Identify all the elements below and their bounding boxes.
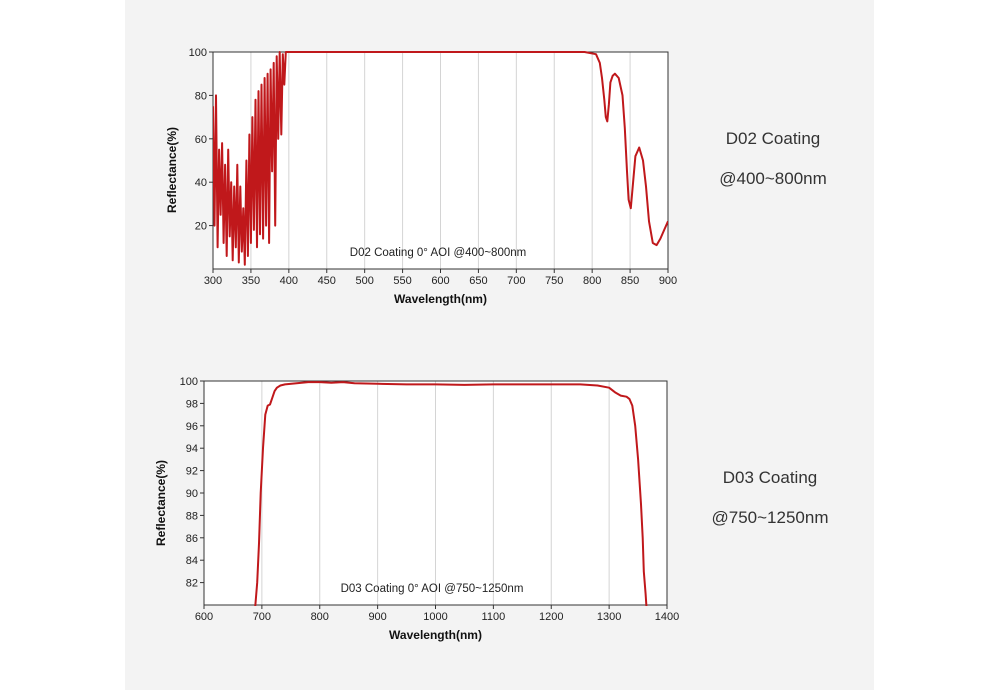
d03-y-tick-label: 96 xyxy=(186,421,198,433)
d02-y-tick-label: 60 xyxy=(195,134,207,146)
d03-y-tick-label: 90 xyxy=(186,488,198,500)
d02-x-tick-label: 400 xyxy=(280,275,298,287)
d03-x-tick-label: 1300 xyxy=(597,611,621,623)
d03-y-axis-title: Reflectance(%) xyxy=(154,460,168,546)
d03-x-axis-title: Wavelength(nm) xyxy=(389,628,482,642)
d03-x-tick-label: 600 xyxy=(195,611,213,623)
d02-y-tick-label: 80 xyxy=(195,90,207,102)
d03-y-tick-label: 82 xyxy=(186,578,198,590)
d03-x-tick-label: 1000 xyxy=(423,611,447,623)
d02-side-title: D02 Coating xyxy=(725,129,821,148)
d02-reflectance-line xyxy=(213,51,668,266)
d03-y-tick-label: 94 xyxy=(186,443,198,455)
d03-y-tick-label: 88 xyxy=(186,510,198,522)
d03-y-tick-label: 98 xyxy=(186,398,198,410)
d03-y-tick-label: 84 xyxy=(186,555,198,567)
d02-x-tick-label: 450 xyxy=(318,275,336,287)
d02-x-tick-label: 900 xyxy=(659,275,677,287)
d03-y-tick-label: 100 xyxy=(180,376,198,388)
d03-x-tick-label: 1100 xyxy=(482,611,506,623)
d02-x-tick-label: 300 xyxy=(204,275,222,287)
d02-x-tick-label: 650 xyxy=(469,275,487,287)
d02-x-tick-label: 850 xyxy=(621,275,639,287)
d02-x-tick-label: 500 xyxy=(355,275,373,287)
d02-y-axis-title: Reflectance(%) xyxy=(165,127,179,213)
d03-annotation: D03 Coating 0° AOI @750~1250nm xyxy=(341,583,524,595)
d02-y-tick-label: 40 xyxy=(195,177,207,189)
d02-side-range: @400~800nm xyxy=(719,169,827,188)
d03-y-tick-label: 92 xyxy=(186,466,198,478)
d02-x-tick-label: 600 xyxy=(431,275,449,287)
d03-x-tick-label: 800 xyxy=(311,611,329,623)
d03-reflectance-line xyxy=(254,381,648,606)
d02-x-tick-label: 800 xyxy=(583,275,601,287)
d03-y-tick-label: 86 xyxy=(186,533,198,545)
d02-x-tick-label: 700 xyxy=(507,275,525,287)
d02-x-tick-label: 350 xyxy=(242,275,260,287)
d02-x-axis-title: Wavelength(nm) xyxy=(394,292,487,306)
d03-x-tick-label: 1200 xyxy=(539,611,563,623)
d02-y-tick-label: 20 xyxy=(195,221,207,233)
d03-x-tick-label: 900 xyxy=(368,611,386,623)
d02-x-tick-label: 750 xyxy=(545,275,563,287)
d03-x-tick-label: 700 xyxy=(253,611,271,623)
d03-side-title: D03 Coating xyxy=(722,468,818,487)
d02-annotation: D02 Coating 0° AOI @400~800nm xyxy=(350,247,526,259)
d03-side-range: @750~1250nm xyxy=(711,508,829,527)
d02-x-tick-label: 550 xyxy=(393,275,411,287)
d02-y-tick-label: 100 xyxy=(189,47,207,59)
d03-x-tick-label: 1400 xyxy=(655,611,679,623)
